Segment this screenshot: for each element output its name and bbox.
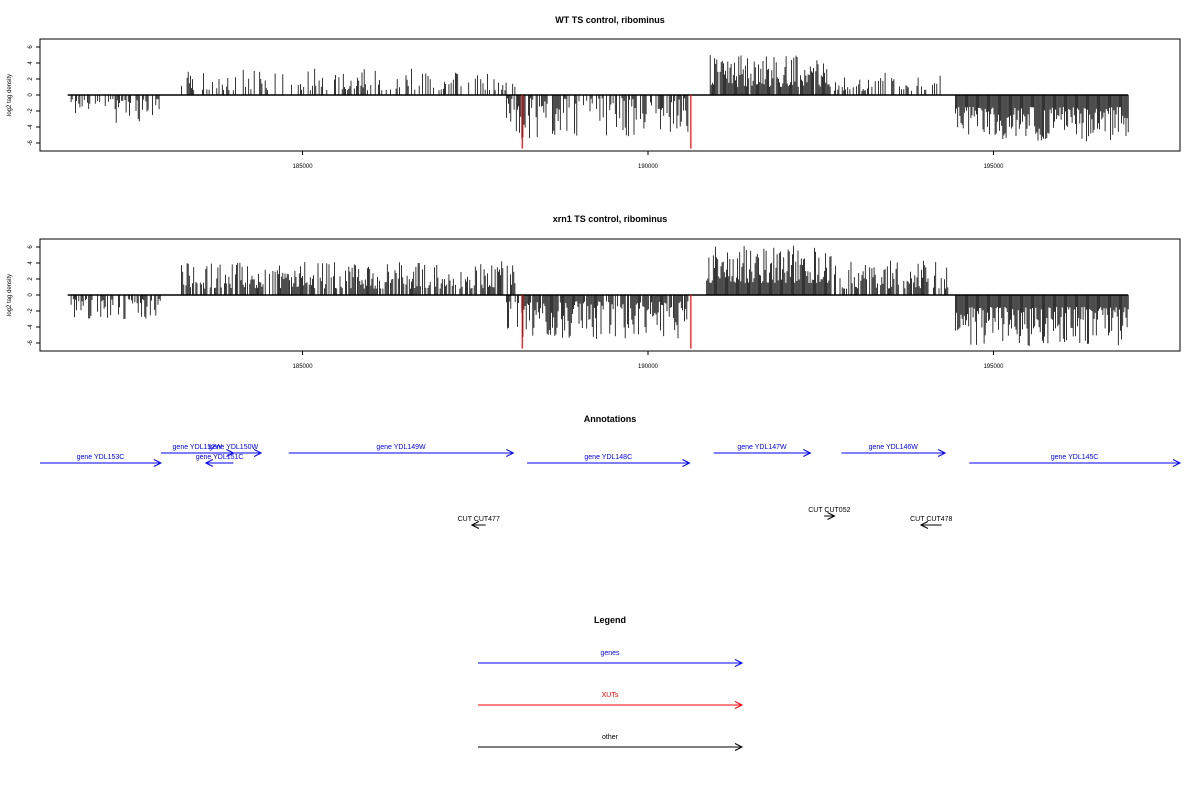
legend-panel: Legend genes XUTs other [478,615,744,751]
x-tick-label: 185000 [293,164,314,170]
feature-label: gene YDL149W [376,444,426,451]
feature-label: gene YDL146W [869,444,919,451]
x-tick-label: 185000 [293,364,314,370]
legend-item: other [478,734,744,751]
gene-feature: gene YDL153C [40,454,163,467]
gene-feature: gene YDL150W [205,444,263,457]
y-tick-label: -4 [28,124,34,130]
cut-feature: CUT CUT477 [458,516,500,529]
xrn1-y-ticks: 6 4 2 0 -2 -4 -6 [28,245,40,346]
arrowhead-icon [682,459,691,467]
xrn1-x-ticks: 185000 190000 195000 [293,351,1004,370]
y-tick-label: 2 [28,277,34,281]
y-tick-label: -2 [28,108,34,114]
annotations-title: Annotations [584,414,637,424]
legend-label: other [602,734,619,741]
arrowhead-icon [734,743,744,751]
arrowhead-icon [153,459,163,467]
xrn1-y-axis-label: log2 tag density [7,274,13,316]
xrn1-bars [67,245,1129,349]
x-tick-label: 190000 [638,364,659,370]
arrowhead-icon [937,449,947,457]
cut-feature: CUT CUT052 [808,507,851,520]
xrn1-panel-title: xrn1 TS control, ribominus [553,214,668,224]
y-tick-label: -6 [28,340,34,346]
legend-title: Legend [594,615,626,625]
y-tick-label: 6 [28,245,34,249]
gene-feature: gene YDL149W [288,444,515,457]
wt-x-ticks: 185000 190000 195000 [293,151,1004,170]
cut-feature: CUT CUT478 [910,516,953,529]
arrowhead-icon [827,512,836,520]
y-tick-label: 0 [28,293,34,297]
gene-feature: gene YDL146W [841,444,947,457]
feature-label: gene YDL150W [209,444,259,451]
legend-item: XUTs [478,692,744,709]
x-tick-label: 190000 [638,164,659,170]
wt-y-ticks: 6 4 2 0 -2 -4 -6 [28,45,40,146]
y-tick-label: -2 [28,308,34,314]
gene-feature: gene YDL147W [713,444,812,457]
feature-label: gene YDL148C [584,454,632,461]
x-tick-label: 195000 [983,164,1004,170]
arrowhead-icon [253,449,263,457]
feature-label: gene YDL152W [173,444,223,451]
y-tick-label: 2 [28,77,34,81]
y-tick-label: -6 [28,140,34,146]
arrowhead-icon [734,701,744,709]
legend-label: genes [600,650,620,657]
y-tick-label: -4 [28,324,34,330]
feature-label: CUT CUT477 [458,516,500,523]
feature-label: CUT CUT478 [910,516,952,523]
y-tick-label: 0 [28,93,34,97]
gene-feature: gene YDL151C [196,454,244,467]
wt-y-axis-label: log2 tag density [7,74,13,116]
y-tick-label: 4 [28,61,34,65]
xrn1-density-panel: xrn1 TS control, ribominus log2 tag dens… [7,214,1181,370]
legend-item: genes [478,650,744,667]
arrowhead-icon [506,449,515,457]
wt-panel-title: WT TS control, ribominus [555,15,665,25]
feature-label: CUT CUT052 [808,507,850,514]
arrowhead-icon [919,521,929,529]
arrowhead-icon [1172,459,1182,467]
y-tick-label: 6 [28,45,34,49]
feature-label: gene YDL153C [77,454,125,461]
y-tick-label: 4 [28,261,34,265]
gene-feature: gene YDL145C [969,454,1182,467]
x-tick-label: 195000 [983,364,1004,370]
wt-bars [67,55,1129,149]
feature-label: gene YDL151C [196,454,244,461]
feature-label: gene YDL145C [1051,454,1099,461]
arrowhead-icon [204,459,214,467]
arrowhead-icon [734,659,744,667]
legend-items: genes XUTs other [478,650,744,751]
gene-feature: gene YDL148C [527,454,691,467]
annotation-features: gene YDL153C gene YDL152W gene YDL151C gene… [40,444,1182,529]
arrowhead-icon [803,449,812,457]
arrowhead-icon [470,521,480,529]
legend-label: XUTs [602,692,619,699]
feature-label: gene YDL147W [737,444,787,451]
wt-density-panel: WT TS control, ribominus log2 tag densit… [7,15,1181,170]
